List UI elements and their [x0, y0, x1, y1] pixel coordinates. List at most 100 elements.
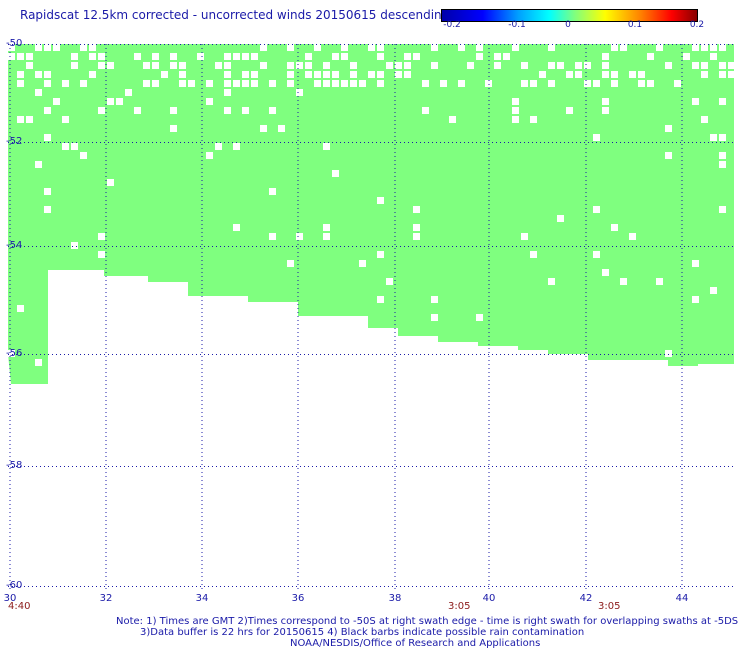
missing-data-cell [350, 71, 357, 78]
footnote-line-3: NOAA/NESDIS/Office of Research and Appli… [290, 638, 541, 649]
missing-data-cell [512, 107, 519, 114]
missing-data-cell [98, 251, 105, 258]
missing-data-cell [593, 251, 600, 258]
missing-data-cell [287, 260, 294, 267]
missing-data-cell [341, 53, 348, 60]
missing-data-cell [323, 71, 330, 78]
missing-data-cell [593, 80, 600, 87]
missing-data-cell [566, 71, 573, 78]
swath-time-label: 3:05 [448, 601, 471, 612]
missing-data-cell [107, 98, 114, 105]
missing-data-cell [35, 44, 42, 51]
missing-data-cell [530, 251, 537, 258]
missing-data-cell [53, 98, 60, 105]
missing-data-cell [44, 107, 51, 114]
missing-data-cell [422, 107, 429, 114]
missing-data-cell [80, 152, 87, 159]
missing-data-cell [107, 62, 114, 69]
missing-data-cell [35, 161, 42, 168]
lon-label: 34 [195, 593, 209, 604]
missing-data-cell [395, 71, 402, 78]
lon-label: 40 [482, 593, 496, 604]
missing-data-cell [251, 80, 258, 87]
missing-data-cell [269, 80, 276, 87]
missing-data-cell [323, 80, 330, 87]
missing-data-cell [710, 44, 717, 51]
missing-data-cell [665, 125, 672, 132]
missing-data-cell [665, 350, 672, 357]
missing-data-cell [665, 62, 672, 69]
missing-data-cell [269, 233, 276, 240]
missing-data-cell [602, 71, 609, 78]
color-scale-tick: 0.2 [689, 20, 705, 30]
missing-data-cell [548, 80, 555, 87]
lon-label: 44 [675, 593, 689, 604]
footnote-line-2: 3)Data buffer is 22 hrs for 20150615 4) … [140, 627, 585, 638]
missing-data-cell [359, 80, 366, 87]
missing-data-cell [269, 188, 276, 195]
color-scale-tick: 0.1 [627, 20, 643, 30]
missing-data-cell [233, 224, 240, 231]
missing-data-cell [494, 62, 501, 69]
missing-data-cell [413, 53, 420, 60]
missing-data-cell [512, 44, 519, 51]
missing-data-cell [71, 242, 78, 249]
missing-data-cell [728, 62, 734, 69]
missing-data-cell [566, 107, 573, 114]
missing-data-cell [377, 71, 384, 78]
missing-data-cell [494, 53, 501, 60]
swath-time-label: 3:05 [598, 601, 621, 612]
missing-data-cell [449, 116, 456, 123]
missing-data-cell [719, 71, 726, 78]
missing-data-cell [62, 143, 69, 150]
missing-data-cell [287, 44, 294, 51]
missing-data-cell [62, 80, 69, 87]
missing-data-cell [629, 71, 636, 78]
missing-data-cell [116, 98, 123, 105]
missing-data-cell [638, 80, 645, 87]
missing-data-cell [341, 80, 348, 87]
lon-label: 30 [3, 593, 17, 604]
missing-data-cell [179, 80, 186, 87]
missing-data-cell [719, 98, 726, 105]
missing-data-cell [557, 215, 564, 222]
missing-data-cell [170, 125, 177, 132]
missing-data-cell [125, 89, 132, 96]
missing-data-cell [593, 134, 600, 141]
missing-data-cell [350, 62, 357, 69]
missing-data-cell [692, 44, 699, 51]
missing-data-cell [44, 71, 51, 78]
missing-data-cell [575, 71, 582, 78]
missing-data-cell [719, 161, 726, 168]
missing-data-cell [44, 188, 51, 195]
missing-data-cell [611, 224, 618, 231]
missing-data-cell [305, 62, 312, 69]
missing-data-cell [215, 62, 222, 69]
missing-data-cell [512, 98, 519, 105]
missing-data-cell [719, 134, 726, 141]
missing-data-cell [44, 134, 51, 141]
lat-label: -56 [6, 348, 23, 359]
missing-data-cell [584, 80, 591, 87]
missing-data-cell [305, 71, 312, 78]
missing-data-cell [530, 80, 537, 87]
color-scale-tick: -0.2 [443, 20, 461, 30]
missing-data-cell [17, 116, 24, 123]
missing-data-cell [287, 80, 294, 87]
missing-data-cell [719, 44, 726, 51]
missing-data-cell [62, 116, 69, 123]
missing-data-cell [377, 44, 384, 51]
missing-data-cell [404, 53, 411, 60]
missing-data-cell [296, 62, 303, 69]
missing-data-cell [26, 62, 33, 69]
missing-data-cell [332, 170, 339, 177]
missing-data-cell [143, 80, 150, 87]
missing-data-cell [44, 44, 51, 51]
missing-data-cell [404, 71, 411, 78]
missing-data-cell [179, 62, 186, 69]
missing-data-cell [89, 71, 96, 78]
lat-lon-grid [8, 44, 734, 590]
lat-label: -60 [6, 580, 23, 591]
missing-data-cell [224, 107, 231, 114]
lon-label: 32 [99, 593, 113, 604]
